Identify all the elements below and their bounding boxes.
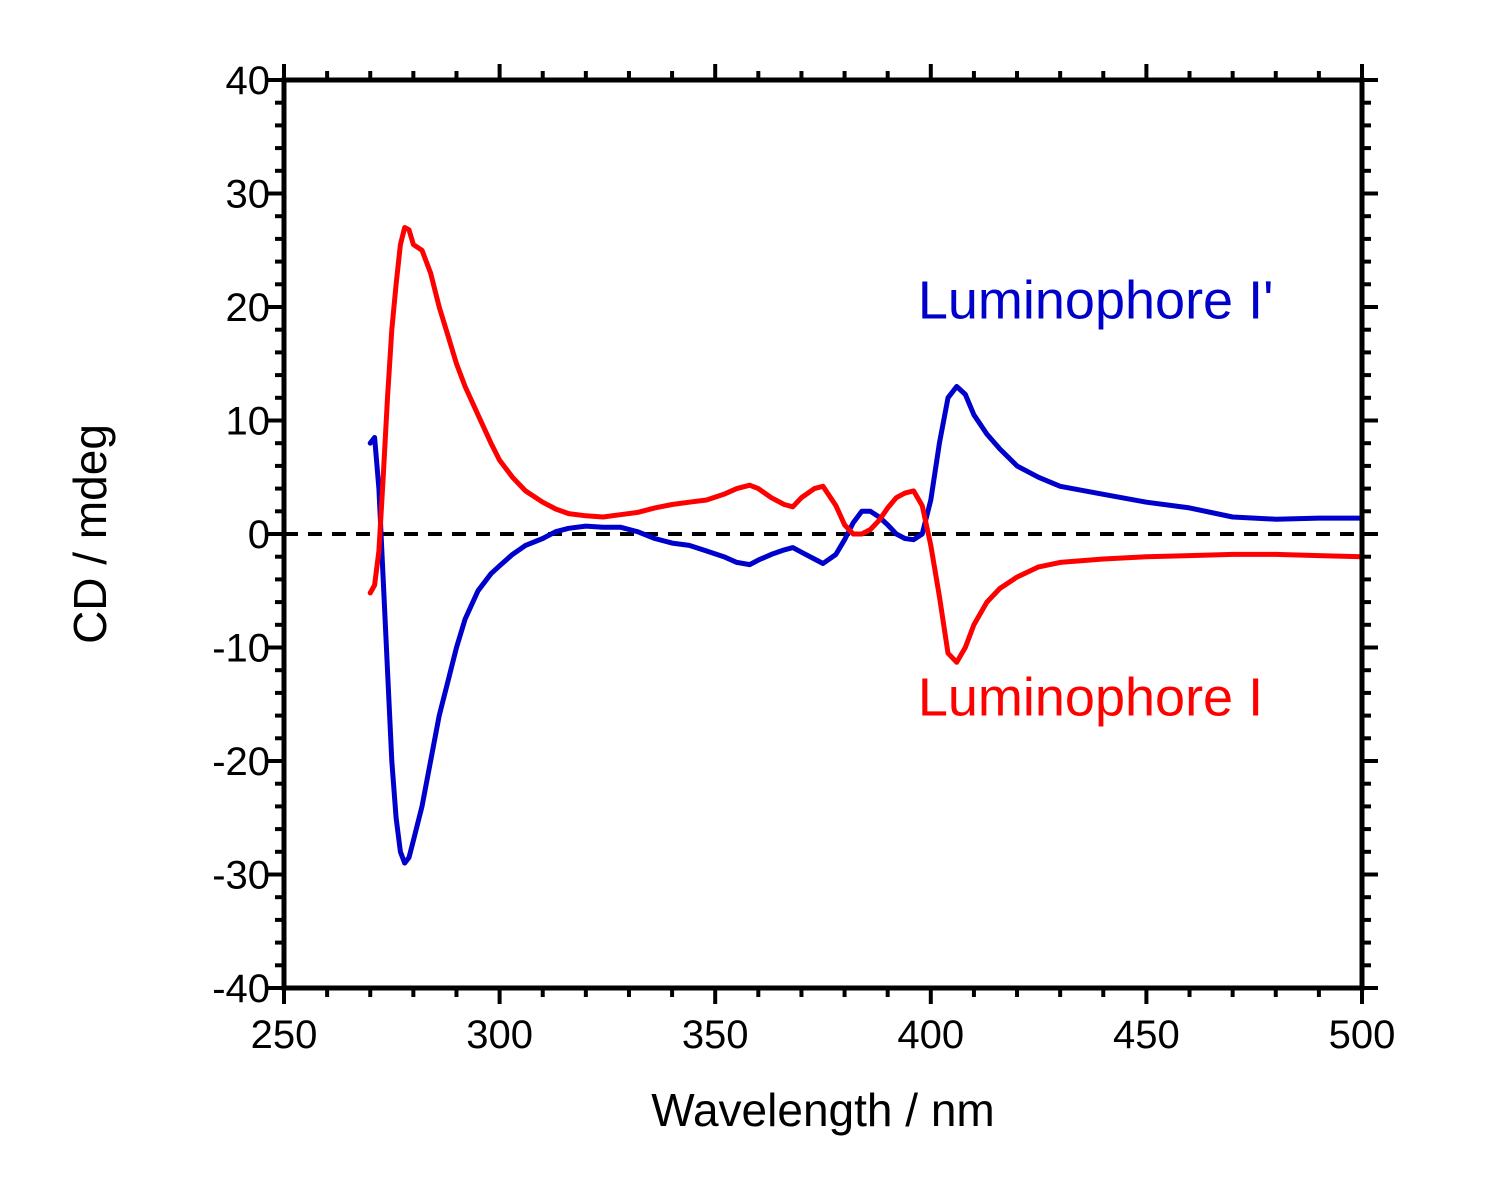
y-tick-label: 30	[226, 173, 271, 217]
label-luminophore-i-prime: Luminophore I'	[918, 270, 1274, 330]
y-tick-labels: -40 -30 -20 -10 0 10 20 30 40	[212, 59, 270, 1011]
major-ticks	[268, 64, 1378, 1004]
x-tick-label: 300	[466, 1013, 533, 1057]
x-tick-label: 400	[897, 1013, 964, 1057]
x-tick-label: 450	[1113, 1013, 1180, 1057]
x-axis-title: Wavelength / nm	[651, 1084, 994, 1136]
x-tick-label: 350	[682, 1013, 749, 1057]
series-line-luminophore-i-prime	[367, 384, 1365, 866]
series-lines	[367, 225, 1365, 866]
y-tick-label: 20	[226, 286, 271, 330]
y-tick-label: 0	[248, 513, 270, 557]
x-tick-labels: 250 300 350 400 450 500	[251, 1013, 1396, 1057]
plot-frame	[281, 77, 1365, 991]
y-tick-label: 40	[226, 59, 271, 103]
series-annotations: Luminophore I' Luminophore I	[918, 270, 1274, 727]
y-tick-label: -40	[212, 967, 270, 1011]
series-line-luminophore-i	[367, 225, 1365, 665]
x-tick-label: 500	[1329, 1013, 1396, 1057]
y-tick-label: -30	[212, 854, 270, 898]
y-tick-label: 10	[226, 400, 271, 444]
label-luminophore-i: Luminophore I	[918, 668, 1263, 728]
y-tick-label: -20	[212, 740, 270, 784]
y-axis-title: CD / mdeg	[64, 424, 116, 644]
x-tick-label: 250	[251, 1013, 318, 1057]
y-tick-label: -10	[212, 627, 270, 671]
